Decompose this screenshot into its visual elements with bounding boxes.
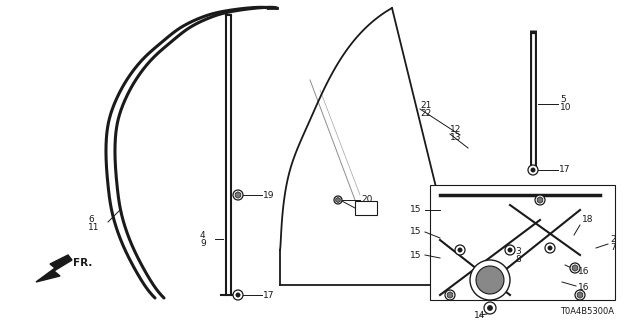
- Text: 17: 17: [559, 165, 570, 174]
- Text: 1: 1: [363, 204, 369, 212]
- Circle shape: [484, 302, 496, 314]
- Polygon shape: [36, 255, 72, 282]
- Text: T0A4B5300A: T0A4B5300A: [560, 308, 614, 316]
- Polygon shape: [537, 197, 543, 203]
- Circle shape: [570, 263, 580, 273]
- Text: 10: 10: [560, 103, 572, 113]
- Circle shape: [236, 293, 240, 297]
- Text: 15: 15: [410, 251, 422, 260]
- Circle shape: [233, 290, 243, 300]
- Circle shape: [531, 168, 535, 172]
- FancyBboxPatch shape: [355, 201, 377, 215]
- Circle shape: [334, 196, 342, 204]
- Circle shape: [470, 260, 510, 300]
- Circle shape: [458, 248, 462, 252]
- Text: 11: 11: [88, 223, 99, 233]
- Text: 16: 16: [578, 284, 589, 292]
- Circle shape: [233, 190, 243, 200]
- Circle shape: [535, 195, 545, 205]
- Circle shape: [548, 246, 552, 250]
- Text: 6: 6: [88, 215, 93, 225]
- Text: 2: 2: [610, 236, 616, 244]
- Text: 12: 12: [450, 125, 461, 134]
- Circle shape: [488, 306, 493, 310]
- Text: 15: 15: [410, 228, 422, 236]
- Polygon shape: [447, 292, 453, 298]
- Text: 5: 5: [560, 95, 566, 105]
- Circle shape: [445, 290, 455, 300]
- Circle shape: [505, 245, 515, 255]
- Text: 21: 21: [420, 100, 431, 109]
- Text: 7: 7: [610, 244, 616, 252]
- Text: FR.: FR.: [73, 258, 92, 268]
- Circle shape: [528, 165, 538, 175]
- Text: 19: 19: [263, 190, 275, 199]
- Text: 3: 3: [515, 247, 521, 257]
- Text: 20: 20: [361, 196, 372, 204]
- Text: 9: 9: [200, 238, 205, 247]
- Circle shape: [545, 243, 555, 253]
- Circle shape: [455, 245, 465, 255]
- Text: 22: 22: [420, 108, 431, 117]
- Circle shape: [575, 290, 585, 300]
- Text: 18: 18: [582, 215, 593, 225]
- Text: 14: 14: [474, 310, 485, 319]
- Text: 16: 16: [578, 268, 589, 276]
- Bar: [430, 185, 615, 300]
- Circle shape: [508, 248, 512, 252]
- Polygon shape: [572, 265, 578, 271]
- Polygon shape: [235, 192, 241, 198]
- Text: 15: 15: [410, 205, 422, 214]
- Text: 4: 4: [200, 230, 205, 239]
- Text: 8: 8: [515, 255, 521, 265]
- Polygon shape: [577, 292, 583, 298]
- Text: 13: 13: [450, 133, 461, 142]
- Circle shape: [476, 266, 504, 294]
- Text: 17: 17: [263, 291, 275, 300]
- Polygon shape: [336, 197, 340, 203]
